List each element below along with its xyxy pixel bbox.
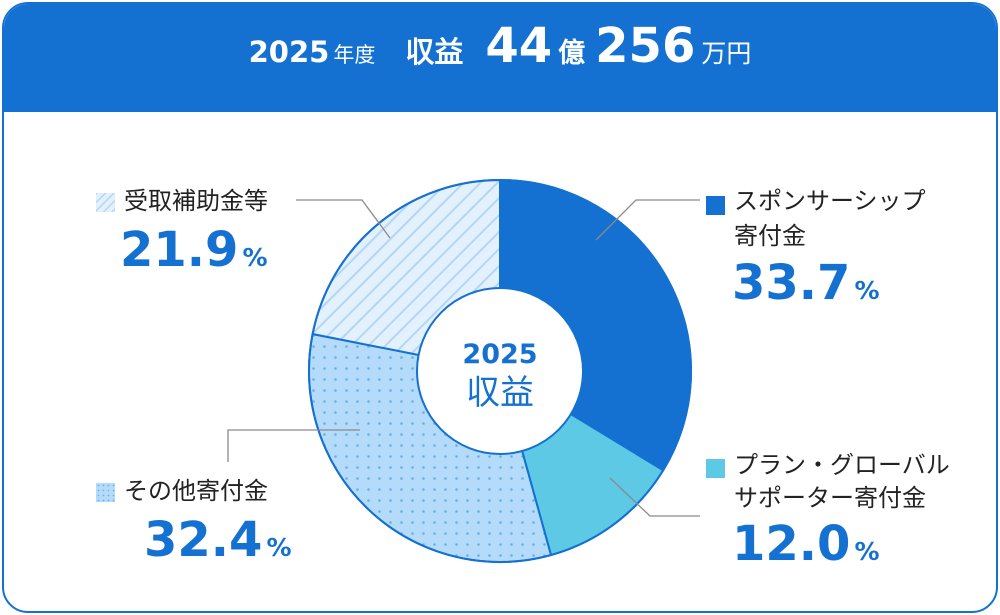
header-oku-value: 44 (485, 18, 553, 74)
value-other-donation-number: 32.4 (144, 512, 263, 568)
center-year: 2025 (462, 339, 537, 370)
leader-other-donation (227, 429, 360, 462)
header-banner: 2025 年度 収益 44 億 256 万円 (4, 4, 996, 112)
label-grants-line1: 受取補助金等 (124, 187, 268, 215)
label-other-donation-line1: その他寄付金 (124, 477, 268, 505)
donut-outline (308, 179, 692, 563)
leader-grants (296, 199, 391, 239)
swatch-other-donation-pattern (96, 483, 115, 502)
swatch-other-donation (96, 483, 115, 502)
value-plan-global-number: 12.0 (732, 516, 851, 572)
value-plan-global: 12.0% (732, 516, 880, 572)
leader-plan-global (609, 477, 700, 517)
center-label: 収益 (466, 373, 534, 413)
header-label: 収益 (405, 35, 464, 69)
header-oku-unit: 億 (558, 38, 586, 69)
label-sponsorship-line1: スポンサーシップ (734, 187, 926, 215)
value-plan-global-unit: % (854, 537, 880, 566)
value-grants-unit: % (242, 243, 268, 272)
leader-sponsorship (595, 199, 700, 241)
header-title: 2025 年度 収益 44 億 256 万円 (4, 18, 996, 98)
leader-lines (227, 199, 700, 517)
value-sponsorship: 33.7% (732, 255, 880, 311)
swatch-sponsorship (706, 196, 725, 215)
swatch-grants-pattern (96, 193, 115, 212)
value-other-donation-unit: % (266, 533, 292, 562)
label-plan-global-line2: サポーター寄付金 (734, 484, 926, 512)
label-plan-global-line1: プラン・グローバル (734, 451, 950, 479)
header-year-unit: 年度 (333, 43, 376, 67)
label-sponsorship-line2: 寄付金 (734, 222, 806, 250)
value-grants-number: 21.9 (120, 222, 239, 278)
header-man-unit: 万円 (701, 39, 752, 68)
value-other-donation: 32.4% (144, 512, 292, 568)
swatch-grants (96, 193, 115, 212)
donut-hole (416, 287, 584, 455)
value-sponsorship-unit: % (854, 276, 880, 305)
value-grants: 21.9% (120, 222, 268, 278)
header-man-value: 256 (595, 18, 696, 74)
swatch-plan-global (706, 459, 725, 478)
header-year: 2025 (248, 35, 330, 69)
value-sponsorship-number: 33.7 (732, 255, 851, 311)
